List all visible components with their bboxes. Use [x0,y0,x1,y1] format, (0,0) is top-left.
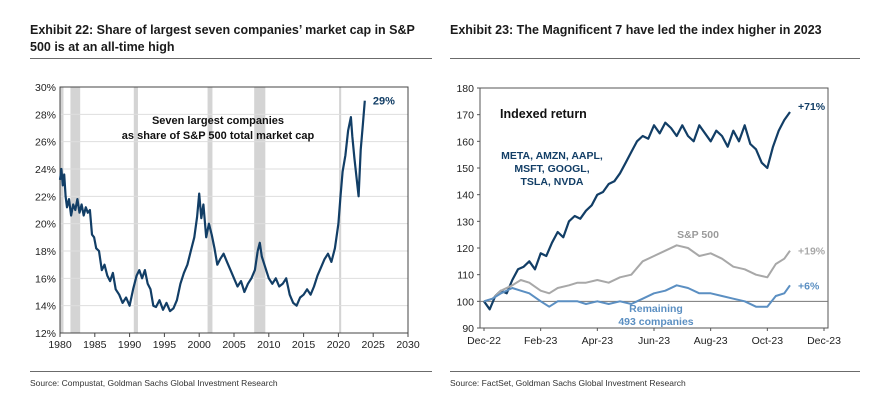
footer-rule [450,371,860,372]
annotation-line-2: as share of S&P 500 total market cap [122,130,315,142]
plot-frame [479,87,829,329]
recession-band [133,87,138,333]
y-tick-label: 180 [456,83,474,95]
x-tick-label: 2030 [396,339,420,351]
exhibit-22-source: Source: Compustat, Goldman Sachs Global … [30,378,278,388]
chart-exhibit-23: 90 100 110 120 130 140 150 160 170 180 Dec-22 Feb-2… [456,83,841,347]
series-label-mag7-line-1: META, AMZN, AAPL, [501,150,603,162]
x-tick-label: Dec-23 [807,335,841,347]
end-label-mag7: +71% [798,101,826,113]
series-line-top7-share [58,100,366,313]
y-tick-label: 18% [35,246,56,258]
x-tick-label: Apr-23 [582,335,614,347]
series-line-remaining-493 [483,284,791,308]
x-tick-label: 2010 [257,339,281,351]
chart-exhibit-22: 12% 14% 16% 18% 20% 22% 24% 26% 28% 30% 1980 1985 19… [35,82,420,351]
exhibit-23-title: Exhibit 23: The Magnificent 7 have led t… [450,23,822,37]
recession-band [60,87,64,333]
x-tick-label: 1980 [48,339,72,351]
y-tick-label: 24% [35,164,56,176]
series-line-mag7 [483,111,791,311]
x-tick-label: Jun-23 [638,335,670,347]
y-tick-label: 16% [35,273,56,285]
end-label-sp500: +19% [798,246,826,258]
series-label-mag7-line-2: MSFT, GOOGL, [514,163,589,175]
y-tick-label: 130 [456,216,474,228]
series-label-remaining-line-1: Remaining [629,303,683,315]
x-tick-label: 1995 [153,339,177,351]
x-tick-label: 2000 [188,339,212,351]
exhibit-22-panel: Exhibit 22: Share of largest seven compa… [0,0,432,402]
x-tick-label: Dec-22 [467,335,501,347]
x-tick-label: Oct-23 [752,335,784,347]
series-label-mag7-line-3: TSLA, NVDA [521,176,584,188]
y-tick-label: 20% [35,219,56,231]
y-tick-label: 110 [457,270,474,282]
series-label-remaining-line-2: 493 companies [618,316,693,328]
series-line-sp500 [483,244,791,303]
y-tick-label: 28% [35,109,56,121]
exhibit-23-panel: Exhibit 23: The Magnificent 7 have led t… [440,0,870,402]
x-tick-label: 2005 [222,339,246,351]
x-tick-label: 1985 [83,339,107,351]
y-tick-label: 12% [35,328,56,340]
y-tick-label: 22% [35,191,56,203]
recession-band [207,87,213,333]
series-label-sp500: S&P 500 [677,229,719,241]
y-tick-label: 140 [456,190,474,202]
y-tick-label: 120 [456,243,474,255]
x-tick-label: Feb-23 [524,335,557,347]
exhibit-22-title: Exhibit 22: Share of largest seven compa… [30,23,415,54]
x-tick-label: 2020 [327,339,351,351]
exhibit-23-source: Source: FactSet, Goldman Sachs Global In… [450,378,686,388]
x-tick-label: 2015 [292,339,316,351]
end-value-label: 29% [373,96,395,108]
title-rule [30,58,432,59]
x-tick-label: 2025 [362,339,386,351]
annotation-indexed-return: Indexed return [500,107,587,121]
y-tick-label: 160 [456,136,474,148]
y-tick-label: 170 [456,110,474,122]
y-tick-label: 100 [456,296,474,308]
annotation-line-1: Seven largest companies [152,115,284,127]
x-tick-label: 1990 [118,339,142,351]
y-tick-label: 26% [35,137,56,149]
recession-band [254,87,266,333]
y-tick-label: 150 [456,163,474,175]
x-tick-label: Aug-23 [694,335,728,347]
footer-rule [30,371,432,372]
title-rule [450,58,860,59]
end-label-remaining-493: +6% [798,280,820,292]
y-tick-label: 30% [35,82,56,94]
y-tick-label: 90 [462,323,474,335]
y-tick-label: 14% [35,301,56,313]
